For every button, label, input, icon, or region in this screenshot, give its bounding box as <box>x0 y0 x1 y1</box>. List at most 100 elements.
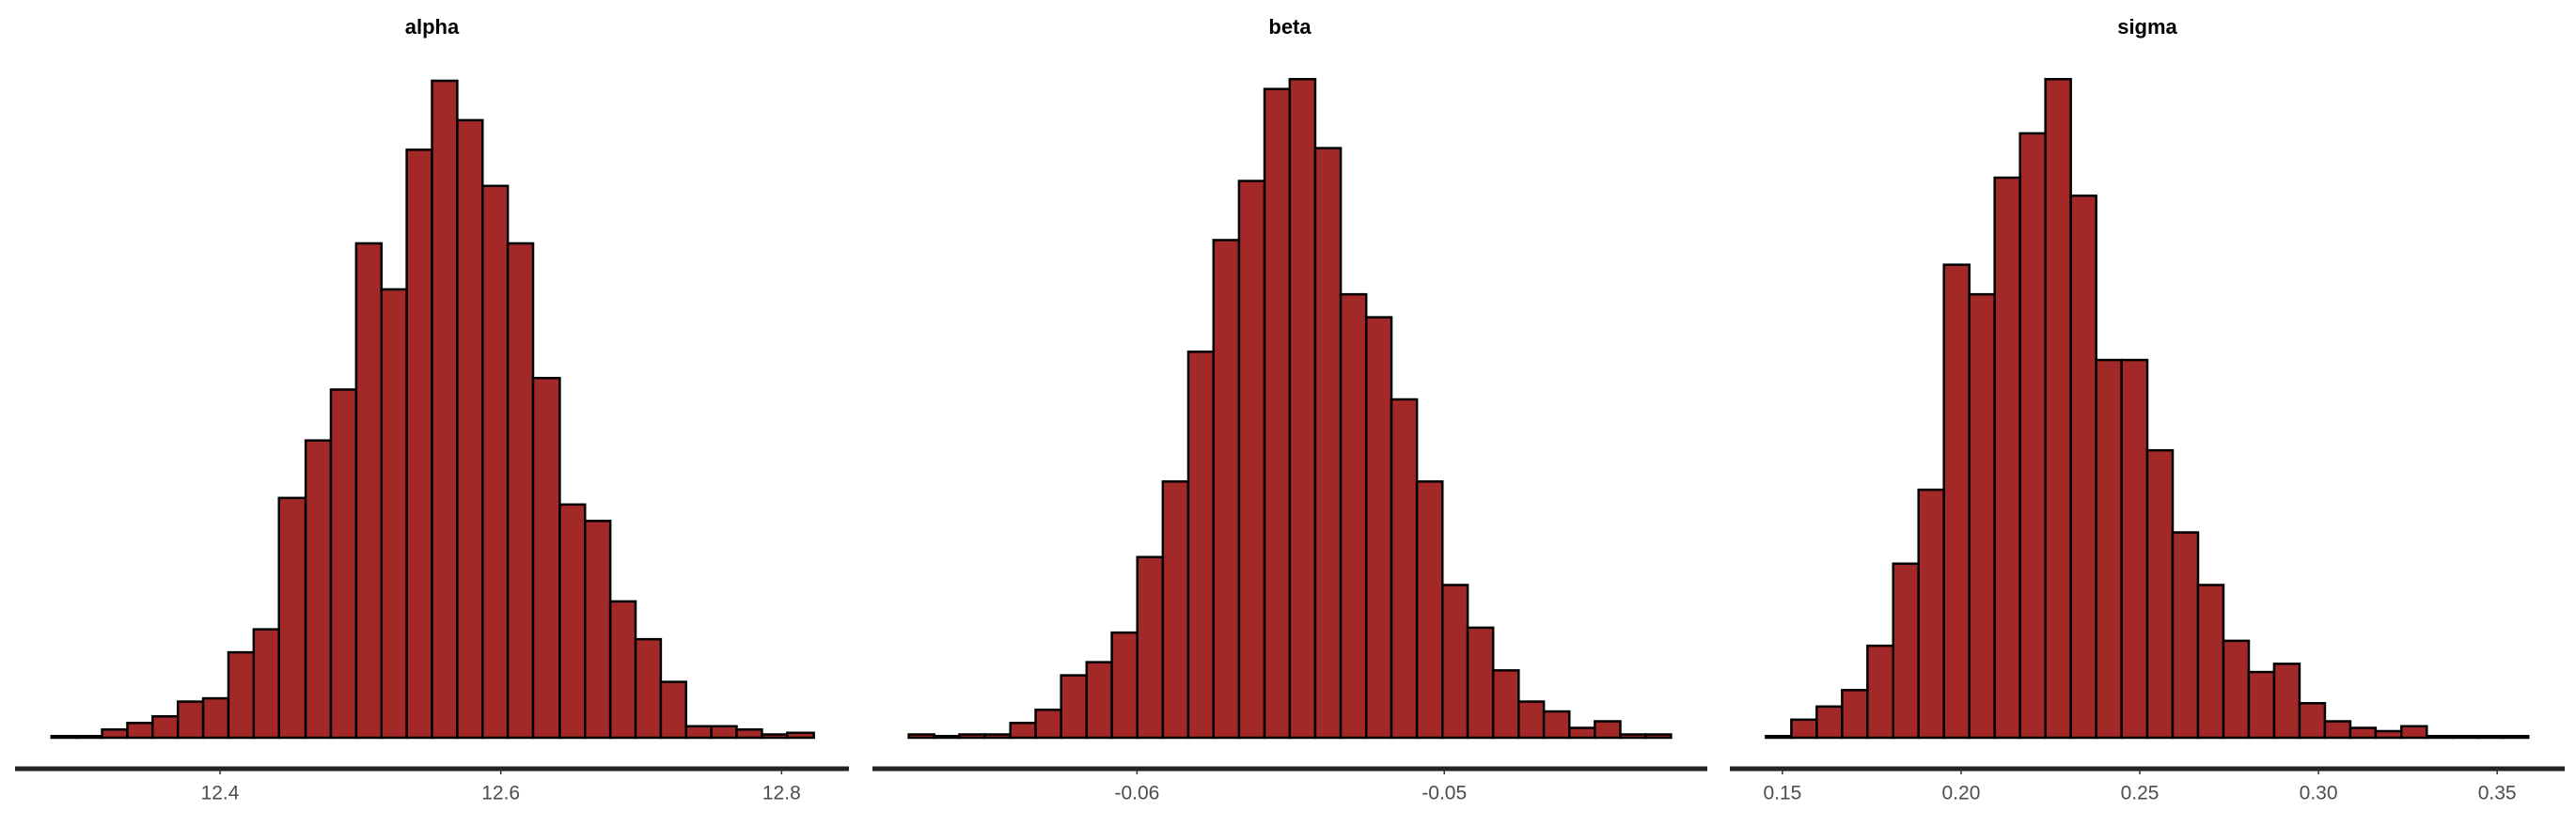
bar <box>1517 700 1546 740</box>
bar <box>1441 584 1469 740</box>
bar <box>2323 720 2352 740</box>
bar <box>431 79 459 740</box>
bar <box>786 731 815 740</box>
bar <box>2298 702 2327 740</box>
bar <box>1968 292 1996 740</box>
bar <box>1466 626 1495 740</box>
bar <box>456 118 484 740</box>
bar <box>735 728 763 740</box>
bar <box>304 439 333 740</box>
bar <box>1110 631 1139 740</box>
bar <box>1917 488 1945 740</box>
bar <box>1060 674 1089 740</box>
bar <box>1085 661 1113 740</box>
bar <box>1790 718 1818 740</box>
bar <box>983 733 1012 740</box>
bar <box>50 735 78 740</box>
x-tick-label: 12.8 <box>762 783 801 804</box>
bar <box>584 520 612 740</box>
bar <box>2222 639 2251 740</box>
bar <box>2272 663 2301 740</box>
x-tick-label: 12.4 <box>201 783 240 804</box>
bar <box>1594 720 1622 740</box>
bar <box>481 184 510 740</box>
bar <box>1619 733 1647 740</box>
bar <box>2145 448 2175 740</box>
bar <box>1390 398 1419 740</box>
bar <box>933 735 961 740</box>
bar <box>1892 562 1920 740</box>
bar <box>1009 722 1037 740</box>
bar <box>75 735 103 740</box>
bar <box>176 700 205 740</box>
bar <box>710 725 738 740</box>
x-tick-label: 0.25 <box>2121 783 2160 804</box>
bar <box>1237 179 1266 740</box>
bar <box>380 288 408 740</box>
bar <box>2120 358 2149 740</box>
bar <box>277 496 307 740</box>
bar <box>2451 735 2479 740</box>
bar <box>201 696 230 740</box>
bar <box>1942 263 1971 740</box>
bar <box>1866 644 1894 740</box>
bar <box>2426 735 2454 740</box>
bar <box>634 637 663 740</box>
bar <box>1644 733 1673 740</box>
x-tick-label: 0.35 <box>2478 783 2517 804</box>
bar <box>2069 195 2097 740</box>
bar <box>2247 670 2276 740</box>
bar <box>1313 147 1343 740</box>
x-tick-label: -0.06 <box>1114 783 1159 804</box>
bar <box>2348 726 2378 740</box>
bar <box>1288 77 1317 740</box>
bar <box>1841 689 1869 740</box>
bar <box>2044 77 2072 740</box>
x-tick-label: 0.15 <box>1763 783 1801 804</box>
x-tick-label: 12.6 <box>481 783 520 804</box>
bar <box>659 680 688 740</box>
bar <box>2018 132 2047 740</box>
bar <box>1364 316 1393 740</box>
bar <box>958 733 986 740</box>
bar <box>506 242 535 740</box>
bar <box>2501 735 2530 740</box>
bar <box>531 377 561 740</box>
bar <box>907 733 935 740</box>
bar <box>329 388 358 740</box>
bar <box>1186 351 1216 740</box>
bar <box>405 148 433 740</box>
bar <box>2475 735 2505 740</box>
panel-title: alpha <box>405 15 460 39</box>
bar <box>2171 531 2200 740</box>
bar <box>2095 358 2123 740</box>
x-tick-label: 0.20 <box>1942 783 1981 804</box>
bar <box>1815 705 1844 740</box>
bar <box>1415 480 1444 740</box>
bar <box>558 503 587 740</box>
bar <box>126 722 154 740</box>
x-tick-label: 0.30 <box>2300 783 2338 804</box>
bar <box>1034 709 1062 740</box>
bar <box>354 242 383 740</box>
x-tick-label: -0.05 <box>1422 783 1467 804</box>
bar <box>1339 292 1368 740</box>
panel-title: beta <box>1268 15 1312 39</box>
bar <box>684 725 713 740</box>
bar <box>101 728 129 740</box>
bar <box>2196 584 2225 740</box>
bar <box>2400 725 2428 740</box>
bar <box>1568 726 1596 740</box>
bar <box>1993 176 2021 740</box>
bar <box>1765 735 1793 740</box>
bar <box>1136 555 1165 740</box>
bar <box>151 715 180 740</box>
bar <box>608 600 637 740</box>
bar <box>1263 87 1292 740</box>
panel-title: sigma <box>2117 15 2177 39</box>
bar <box>1542 710 1571 740</box>
bar <box>2374 729 2403 740</box>
bar <box>1491 669 1520 740</box>
